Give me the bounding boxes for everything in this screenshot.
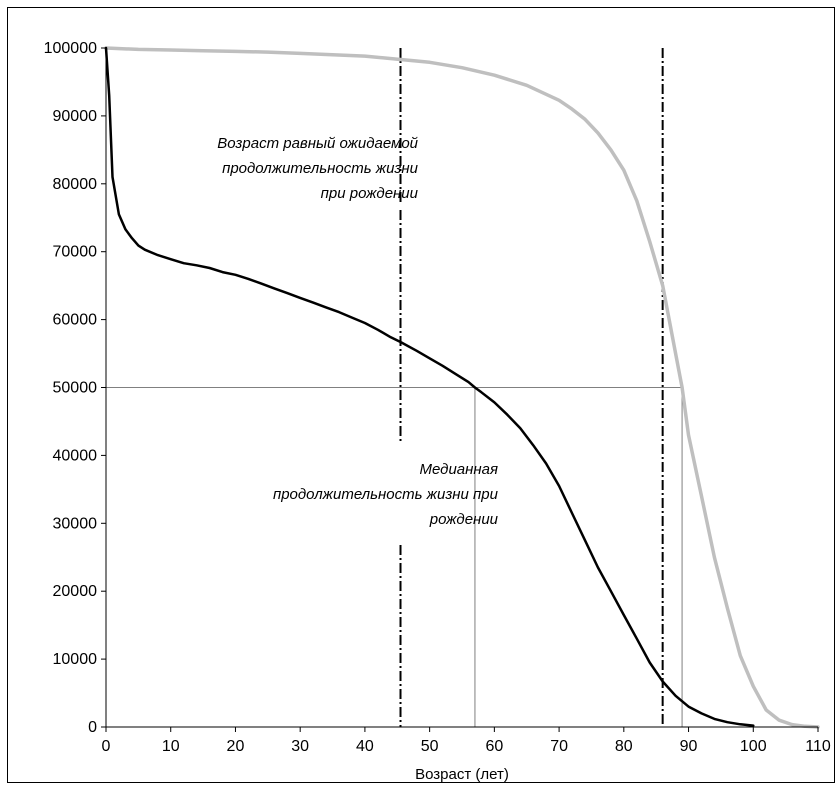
x-axis-title: Возраст (лет) bbox=[415, 766, 509, 783]
y-tick-label-5: 50000 bbox=[53, 380, 98, 397]
annotation-median-line-1: Медианная bbox=[419, 461, 498, 478]
y-tick-label-0: 0 bbox=[88, 719, 97, 736]
x-ticks: 0 10 20 30 40 50 60 70 80 90 100 110 bbox=[102, 727, 831, 755]
x-tick-label-10: 100 bbox=[740, 738, 767, 755]
x-tick-label-1: 10 bbox=[162, 738, 180, 755]
reference-lines bbox=[106, 48, 683, 727]
x-tick-label-4: 40 bbox=[356, 738, 374, 755]
y-tick-label-9: 90000 bbox=[53, 108, 98, 125]
x-tick-label-7: 70 bbox=[550, 738, 568, 755]
annotation-median-line-3: рождении bbox=[429, 511, 499, 528]
x-tick-label-8: 80 bbox=[615, 738, 633, 755]
series-layer bbox=[104, 46, 820, 729]
y-tick-label-3: 30000 bbox=[53, 515, 98, 532]
annotation-expectancy-line-3: при рождении bbox=[321, 185, 419, 202]
y-tick-label-1: 10000 bbox=[53, 651, 98, 668]
x-tick-label-9: 90 bbox=[680, 738, 698, 755]
chart-frame bbox=[7, 7, 835, 783]
annotation-expectancy-line-2: продолжительность жизни bbox=[222, 160, 419, 177]
y-tick-label-4: 40000 bbox=[53, 447, 98, 464]
y-tick-label-8: 80000 bbox=[53, 176, 98, 193]
x-tick-label-5: 50 bbox=[421, 738, 439, 755]
x-tick-label-2: 20 bbox=[227, 738, 245, 755]
annotation-median-line-2: продолжительность жизни при bbox=[273, 486, 499, 503]
y-tick-label-2: 20000 bbox=[53, 583, 98, 600]
annotation-expectancy: Возраст равный ожидаемой продолжительнос… bbox=[217, 135, 418, 202]
x-tick-label-6: 60 bbox=[485, 738, 503, 755]
y-tick-label-10: 100000 bbox=[44, 40, 97, 57]
annotation-median: Медианная продолжительность жизни при ро… bbox=[273, 461, 499, 528]
annotation-expectancy-line-1: Возраст равный ожидаемой bbox=[217, 135, 418, 152]
x-tick-label-0: 0 bbox=[102, 738, 111, 755]
x-tick-label-3: 30 bbox=[291, 738, 309, 755]
y-tick-label-6: 60000 bbox=[53, 312, 98, 329]
x-tick-label-11: 110 bbox=[805, 738, 831, 755]
series-line-0 bbox=[104, 46, 755, 727]
y-ticks: 0 10000 20000 30000 40000 50000 60000 70000 8000… bbox=[44, 40, 106, 736]
series-line-1 bbox=[104, 46, 820, 729]
y-tick-label-7: 70000 bbox=[53, 244, 98, 261]
